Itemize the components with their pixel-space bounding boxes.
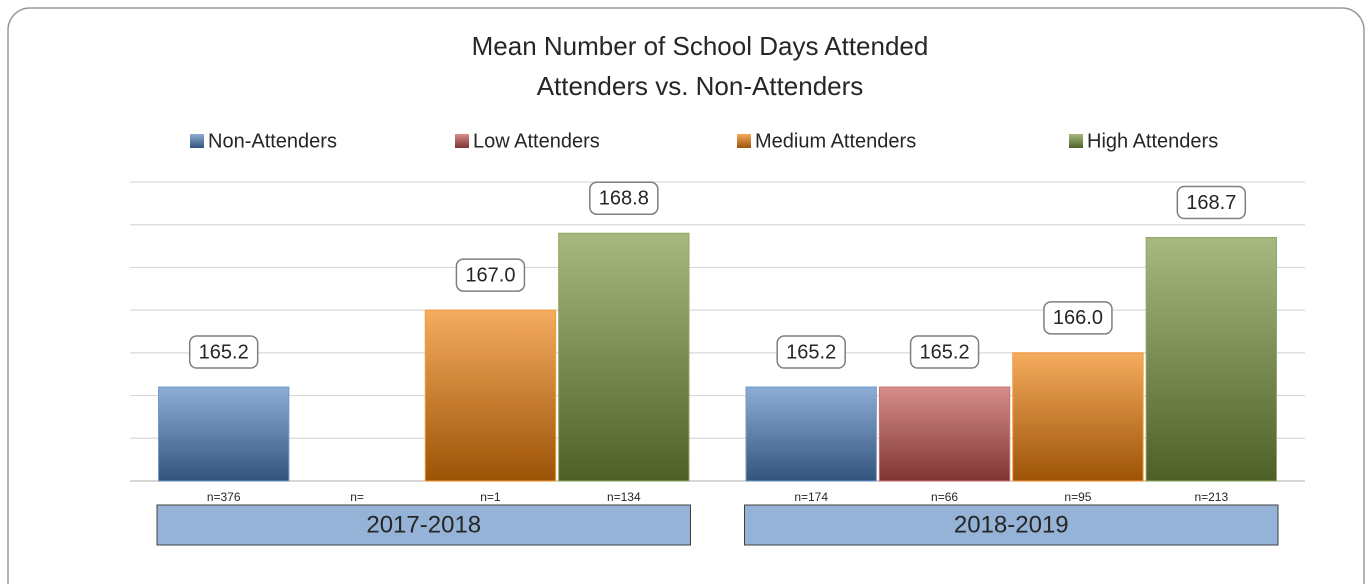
legend-label: Non-Attenders	[208, 130, 337, 152]
bar	[558, 232, 690, 482]
bar	[878, 386, 1011, 482]
legend-swatch	[1069, 134, 1083, 148]
data-label: 167.0	[465, 264, 515, 286]
bar	[745, 386, 877, 482]
data-label-box	[188, 335, 259, 369]
data-label-box	[1176, 185, 1247, 220]
data-label: 165.2	[920, 341, 970, 363]
category-box	[744, 504, 1279, 546]
data-label-box	[589, 181, 659, 216]
n-label: n=174	[794, 490, 828, 504]
data-label-box	[455, 258, 526, 292]
n-label: n=95	[1064, 490, 1091, 504]
legend-label: Medium Attenders	[755, 130, 916, 152]
chart-title: Mean Number of School Days Attended	[472, 31, 929, 61]
data-label-box	[909, 335, 980, 369]
category-label: 2018-2019	[954, 511, 1069, 538]
legend-swatch	[455, 134, 469, 148]
bar	[424, 309, 557, 482]
n-label: n=	[350, 490, 364, 504]
category-label: 2017-2018	[366, 511, 481, 538]
data-label-box	[1043, 301, 1113, 335]
legend-swatch	[737, 134, 751, 148]
bar	[1145, 237, 1277, 482]
bar	[158, 386, 290, 482]
n-label: n=213	[1194, 490, 1228, 504]
n-label: n=134	[607, 490, 641, 504]
chart-subtitle: Attenders vs. Non-Attenders	[537, 71, 864, 101]
data-label: 165.2	[199, 341, 249, 363]
category-box	[156, 504, 691, 546]
data-label: 166.0	[1053, 307, 1103, 329]
legend-swatch	[190, 134, 204, 148]
data-label: 168.7	[1186, 192, 1236, 214]
data-label: 165.2	[786, 341, 836, 363]
n-label: n=376	[207, 490, 241, 504]
n-label: n=1	[480, 490, 501, 504]
n-label: n=66	[931, 490, 958, 504]
data-label-box	[776, 335, 846, 369]
bar	[1012, 352, 1144, 482]
data-label: 168.8	[599, 188, 649, 210]
legend-label: High Attenders	[1087, 130, 1218, 152]
legend-label: Low Attenders	[473, 130, 600, 152]
